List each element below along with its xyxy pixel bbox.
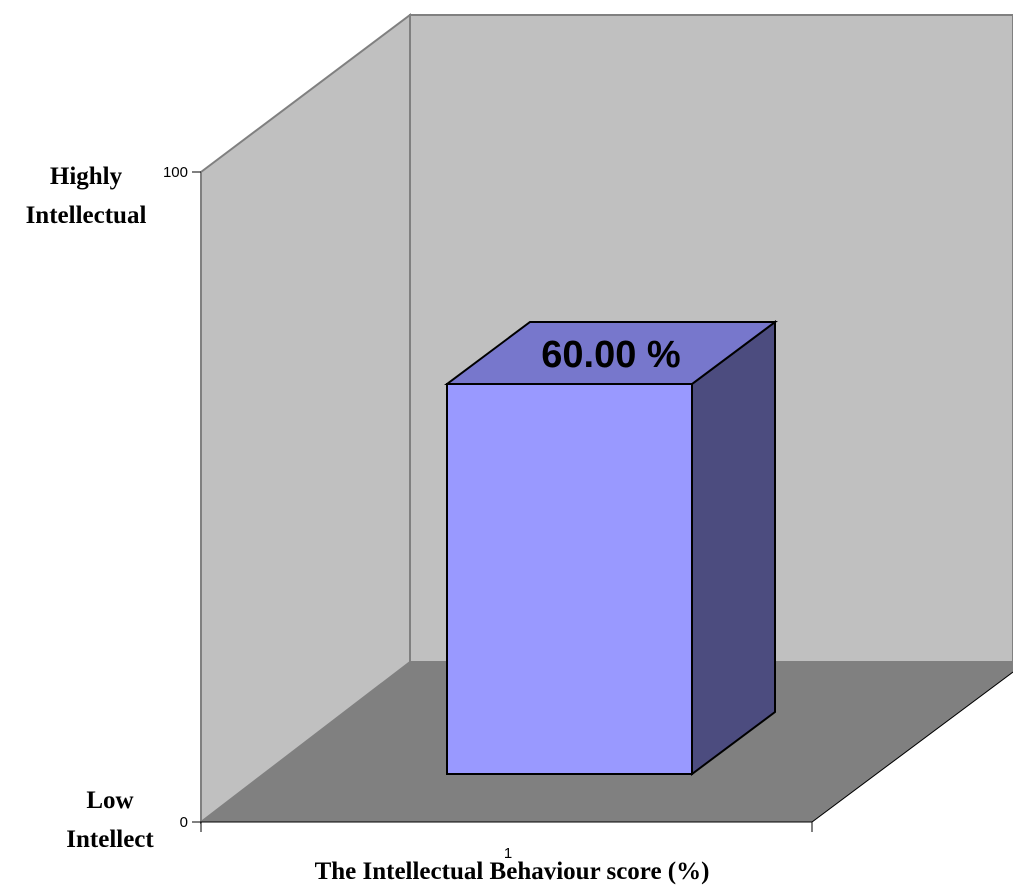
y-tick-label: 0 [180, 814, 188, 831]
x-axis-right-edge [811, 671, 1013, 823]
y-tick-label: 100 [163, 164, 188, 181]
y-axis-ticks: 0 100 [163, 164, 201, 831]
x-axis-title: The Intellectual Behaviour score (%) [315, 858, 710, 885]
bar-data-label: 60.00 % [541, 334, 680, 376]
y-annotation-top-line1: Highly [50, 163, 123, 190]
bar-top-face [443, 321, 779, 385]
bar-front-face [446, 383, 693, 775]
bar-side-face [691, 320, 776, 776]
y-annotation-top-line2: Intellectual [26, 202, 147, 229]
x-tick-label: 1 [504, 845, 512, 862]
y-annotation-bottom-line2: Intellect [66, 826, 154, 853]
bars-group: 60.00 % [443, 320, 779, 776]
y-annotation-bottom-line1: Low [86, 787, 133, 814]
